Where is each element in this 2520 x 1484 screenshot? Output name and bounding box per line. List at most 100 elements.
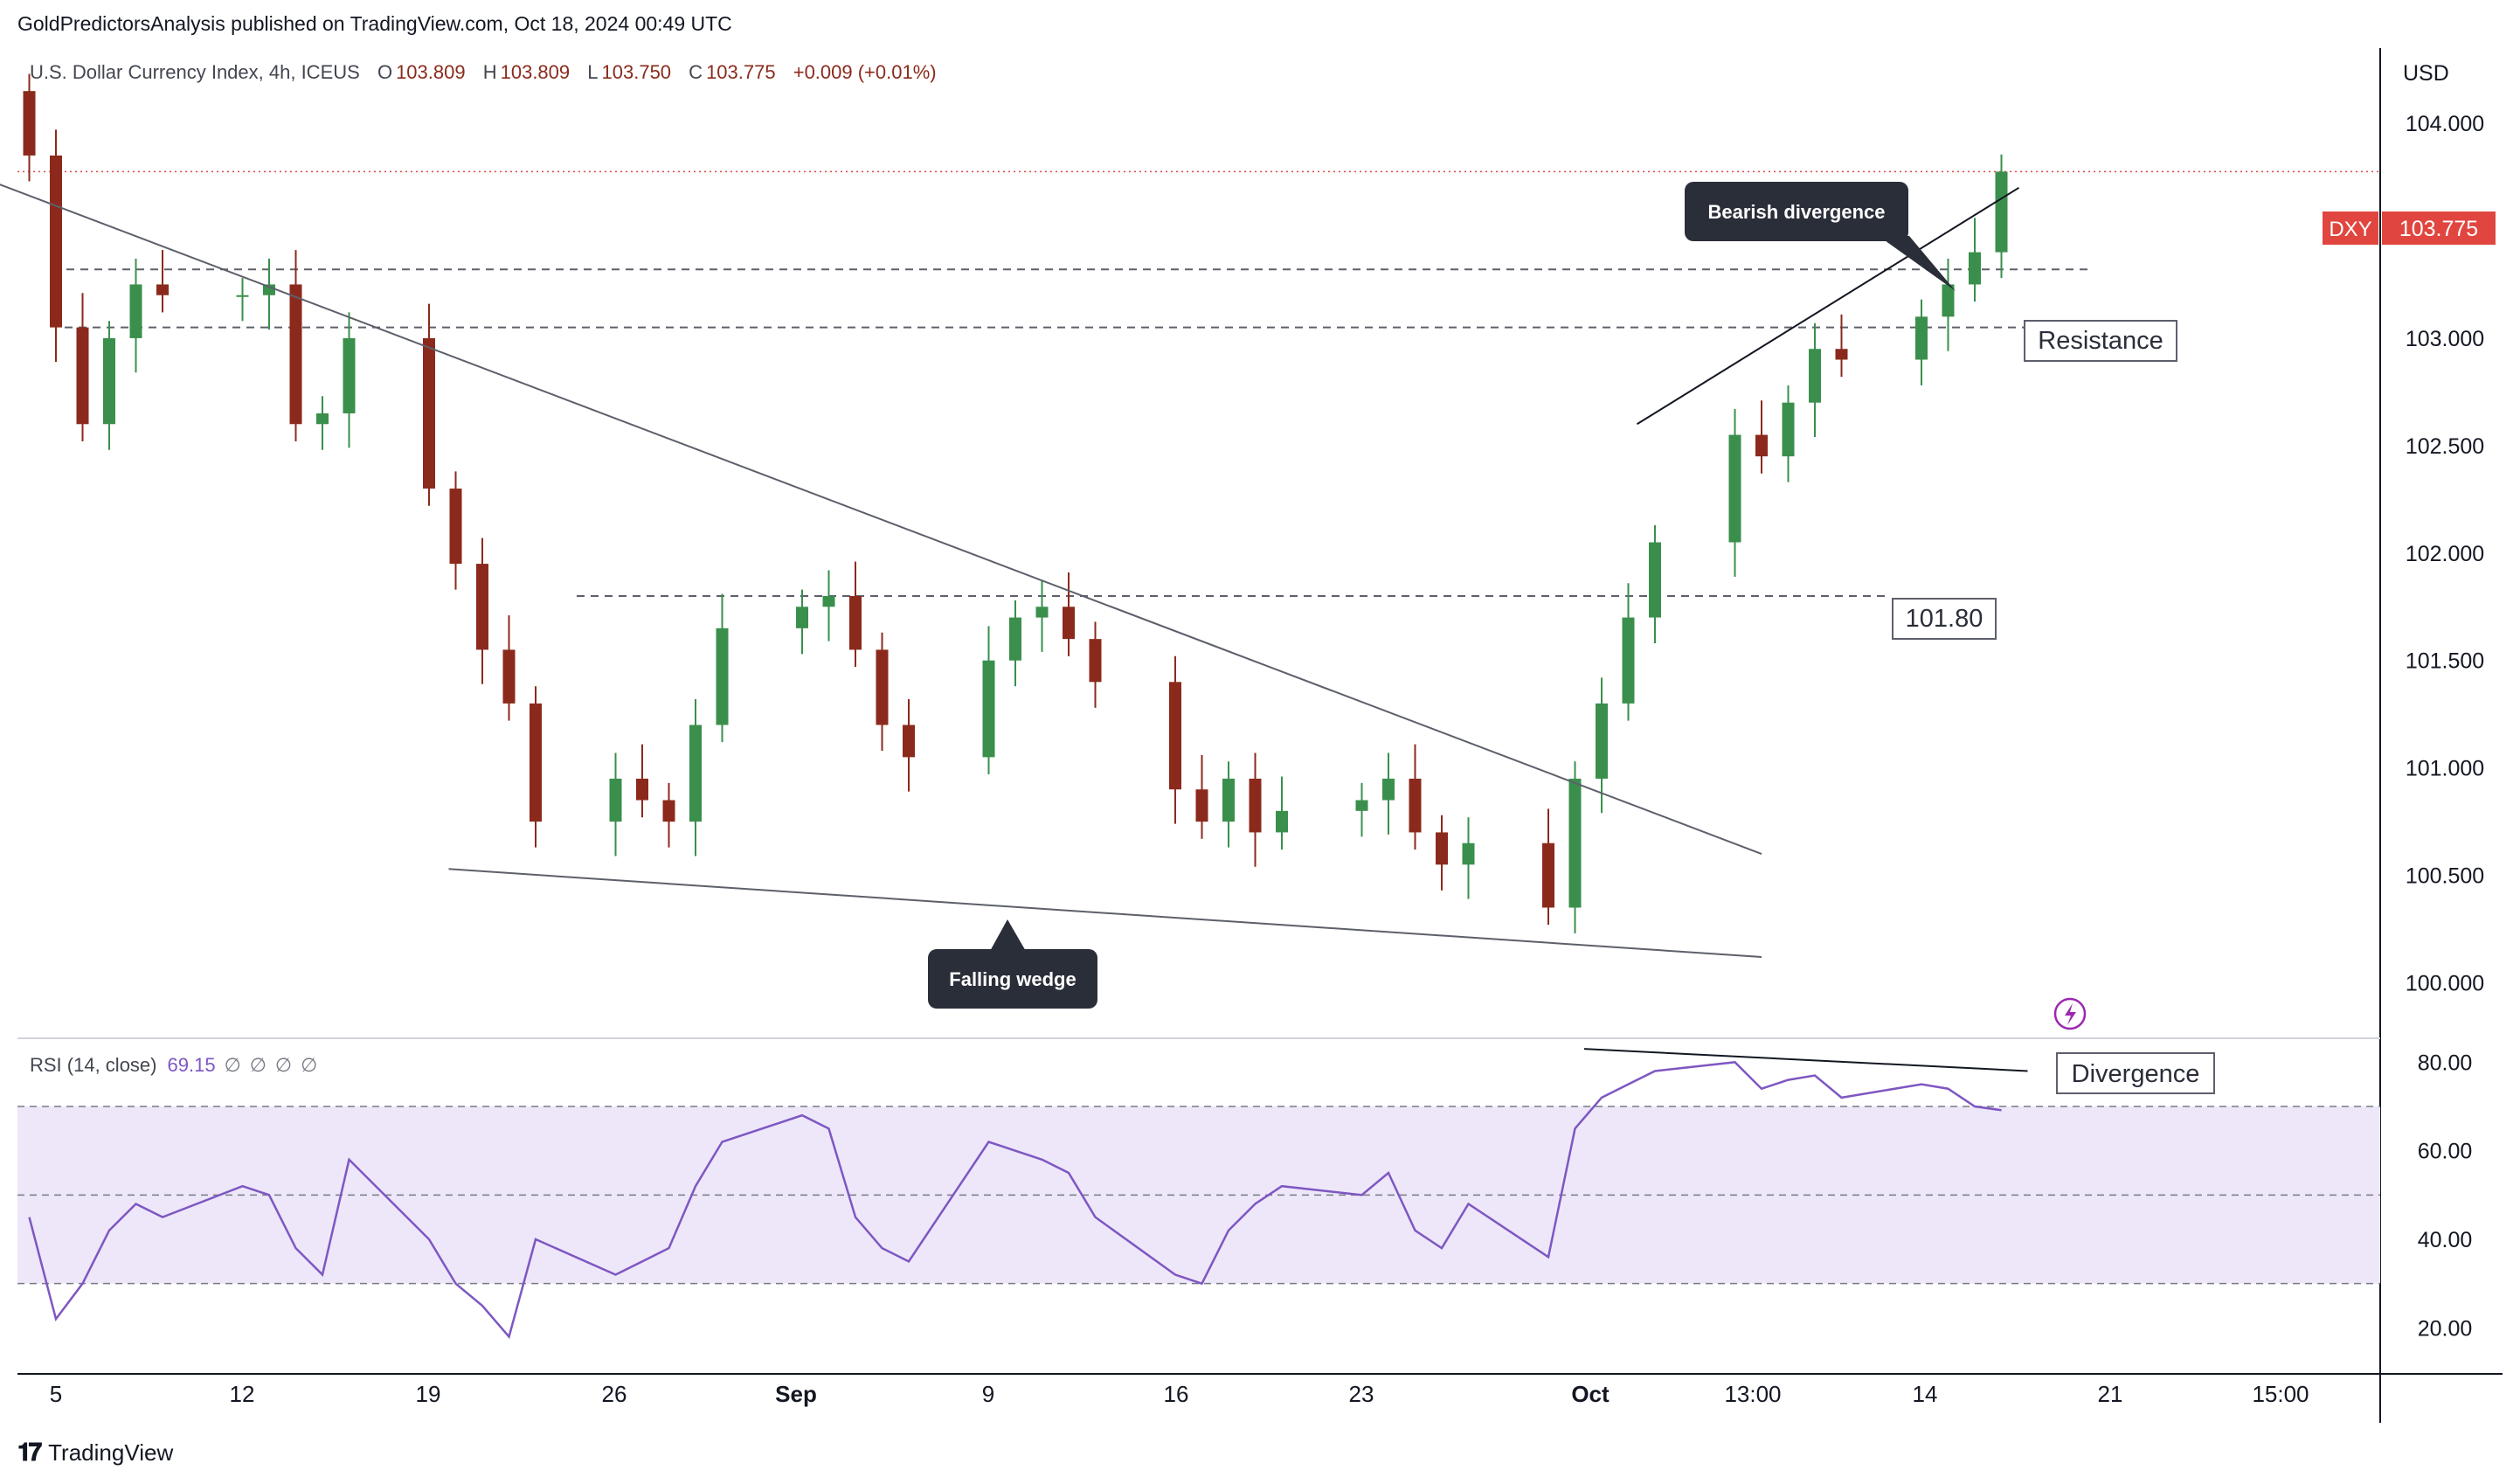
lightning-bolt-icon — [2065, 1003, 2076, 1025]
time-axis-tick-label: Oct — [1571, 1381, 1610, 1407]
candle-body — [1969, 252, 1981, 285]
divergence-box[interactable] — [2056, 1052, 2215, 1094]
rising-trendline[interactable] — [1636, 186, 2020, 426]
time-axis-tick-label: 23 — [1349, 1381, 1374, 1407]
candle — [1649, 524, 1661, 644]
price-axis-tick-label: 100.000 — [2406, 972, 2484, 996]
candle — [1942, 258, 1955, 351]
falling-wedge-label: Falling wedge — [949, 968, 1076, 990]
candle-body — [1009, 617, 1021, 661]
candle-body — [1169, 682, 1181, 790]
rsi-axis-tick-label: 80.00 — [2418, 1051, 2473, 1075]
bearish-divergence-callout[interactable] — [1685, 182, 1908, 241]
time-axis-tick-label: 16 — [1164, 1381, 1189, 1407]
candle-body — [1409, 778, 1422, 833]
candle — [1995, 154, 2008, 279]
candle — [689, 698, 702, 856]
candle — [716, 593, 729, 743]
candle-body — [1942, 284, 1955, 317]
resistance-box[interactable] — [2024, 320, 2177, 362]
candle — [1382, 752, 1395, 835]
wedge-lower-trendline[interactable] — [448, 868, 1762, 959]
candle-body — [476, 564, 488, 650]
candle-body — [1568, 778, 1582, 908]
candle-body — [449, 489, 462, 565]
price-tag-value-bg — [2382, 212, 2496, 245]
ohlc-high-key: H — [482, 61, 497, 83]
time-axis-tick-label: 5 — [50, 1381, 62, 1407]
price-axis-tick-label: 100.500 — [2406, 864, 2484, 889]
time-axis-tick-label: Sep — [775, 1381, 817, 1407]
candle — [1542, 808, 1554, 926]
candle-body — [1222, 778, 1235, 822]
candle-body — [982, 660, 995, 758]
candle-body — [103, 337, 115, 425]
ohlc-close-key: C — [689, 61, 703, 83]
price-change: +0.009 (+0.01%) — [793, 61, 937, 83]
candle-body — [1436, 832, 1448, 865]
candle — [1436, 815, 1448, 891]
price-axis-tick-label: 102.500 — [2406, 434, 2484, 459]
candle — [23, 73, 36, 182]
candle-body — [343, 337, 356, 413]
candle — [849, 561, 862, 668]
time-axis-tick-label: 26 — [602, 1381, 627, 1407]
annotations: Bearish divergence Falling wedge Resista… — [928, 182, 2215, 1094]
candle-body — [1035, 607, 1049, 618]
rsi-line — [28, 1061, 2002, 1340]
candle — [1063, 572, 1075, 656]
candle-body — [129, 284, 142, 338]
candle — [476, 537, 488, 684]
candle — [1169, 655, 1181, 824]
rsi-placeholder-1: ∅ — [224, 1054, 241, 1076]
level-101-80-box[interactable] — [1892, 598, 1997, 640]
candle-body — [1382, 778, 1395, 801]
divergence-label: Divergence — [2072, 1060, 2200, 1088]
candle-body — [1755, 434, 1768, 457]
rsi-axis-tick-label: 20.00 — [2418, 1316, 2473, 1341]
candle-body — [156, 284, 169, 295]
wedge-upper-trendline[interactable] — [0, 177, 1762, 855]
candle-body — [1782, 402, 1795, 457]
ohlc-low-key: L — [587, 61, 599, 83]
price-tag-value: 103.775 — [2399, 217, 2478, 241]
candle — [1835, 314, 1848, 378]
currency-selector[interactable]: USD — [2403, 61, 2449, 86]
candle-body — [1462, 843, 1475, 865]
candle-body — [502, 649, 516, 704]
candle — [236, 278, 249, 322]
rsi-axis-tick-label: 40.00 — [2418, 1228, 2473, 1252]
candle — [1462, 817, 1475, 899]
candle-body — [822, 595, 835, 607]
candle-body — [23, 91, 36, 156]
candle-body — [423, 337, 435, 489]
candle — [1755, 400, 1768, 474]
price-axis-tick-label: 101.500 — [2406, 649, 2484, 674]
candle — [530, 686, 542, 848]
candle — [1195, 754, 1208, 839]
candle — [316, 396, 329, 450]
candle-body — [289, 284, 302, 425]
rsi-divergence-line[interactable] — [1583, 1048, 2028, 1072]
ohlc-high-value: 103.809 — [500, 61, 571, 83]
candle — [76, 293, 89, 441]
candle — [636, 744, 648, 818]
falling-wedge-callout[interactable] — [928, 949, 1097, 1009]
candle — [103, 321, 115, 450]
rsi-placeholder-2: ∅ — [249, 1054, 267, 1076]
candle-body — [876, 649, 889, 725]
time-axis-tick-label: 19 — [416, 1381, 441, 1407]
rsi-legend: RSI (14, close) 69.15 ∅ ∅ ∅ ∅ — [30, 1054, 317, 1077]
lightning-icon[interactable] — [2053, 997, 2087, 1030]
footer[interactable]: 𝟏𝟕 TradingView — [17, 1439, 173, 1467]
candle — [822, 570, 835, 641]
candle — [876, 632, 889, 751]
candle-body — [1596, 703, 1608, 779]
price-axis-tick-label: 101.000 — [2406, 757, 2484, 781]
candle — [1409, 744, 1422, 850]
candle — [449, 471, 462, 590]
candle — [156, 250, 169, 313]
candle-body — [796, 607, 808, 628]
rsi-placeholder-4: ∅ — [301, 1054, 318, 1076]
